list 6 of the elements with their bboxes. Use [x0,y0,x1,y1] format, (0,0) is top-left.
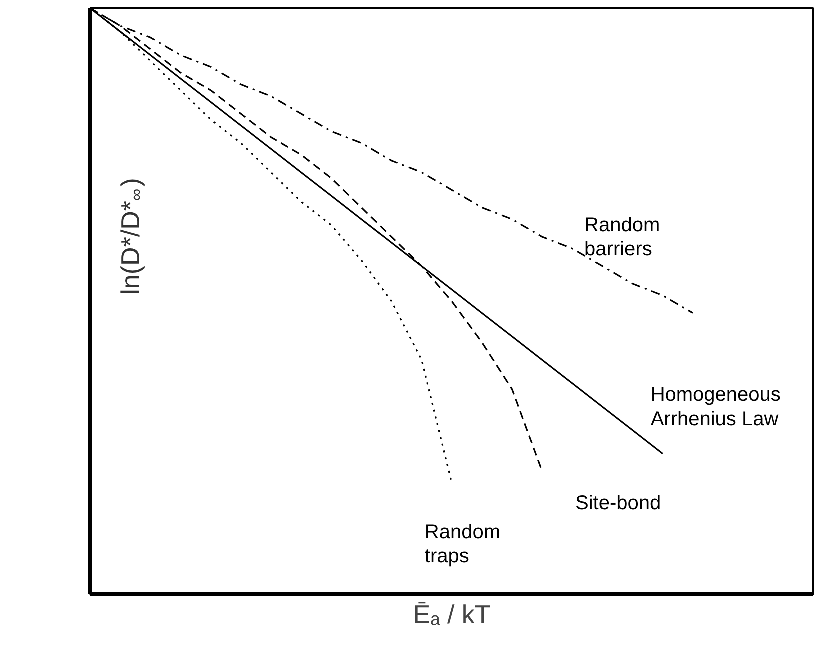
y-axis-title: ln(D*/D*∞) [116,178,146,295]
series-label: Homogeneous Arrhenius Law [650,384,781,430]
series-label: Site-bond [576,492,662,515]
text: Random traps [424,521,500,568]
x-axis-title: Ēₐ / kT [413,600,491,630]
series-label: Random barriers [584,214,660,260]
